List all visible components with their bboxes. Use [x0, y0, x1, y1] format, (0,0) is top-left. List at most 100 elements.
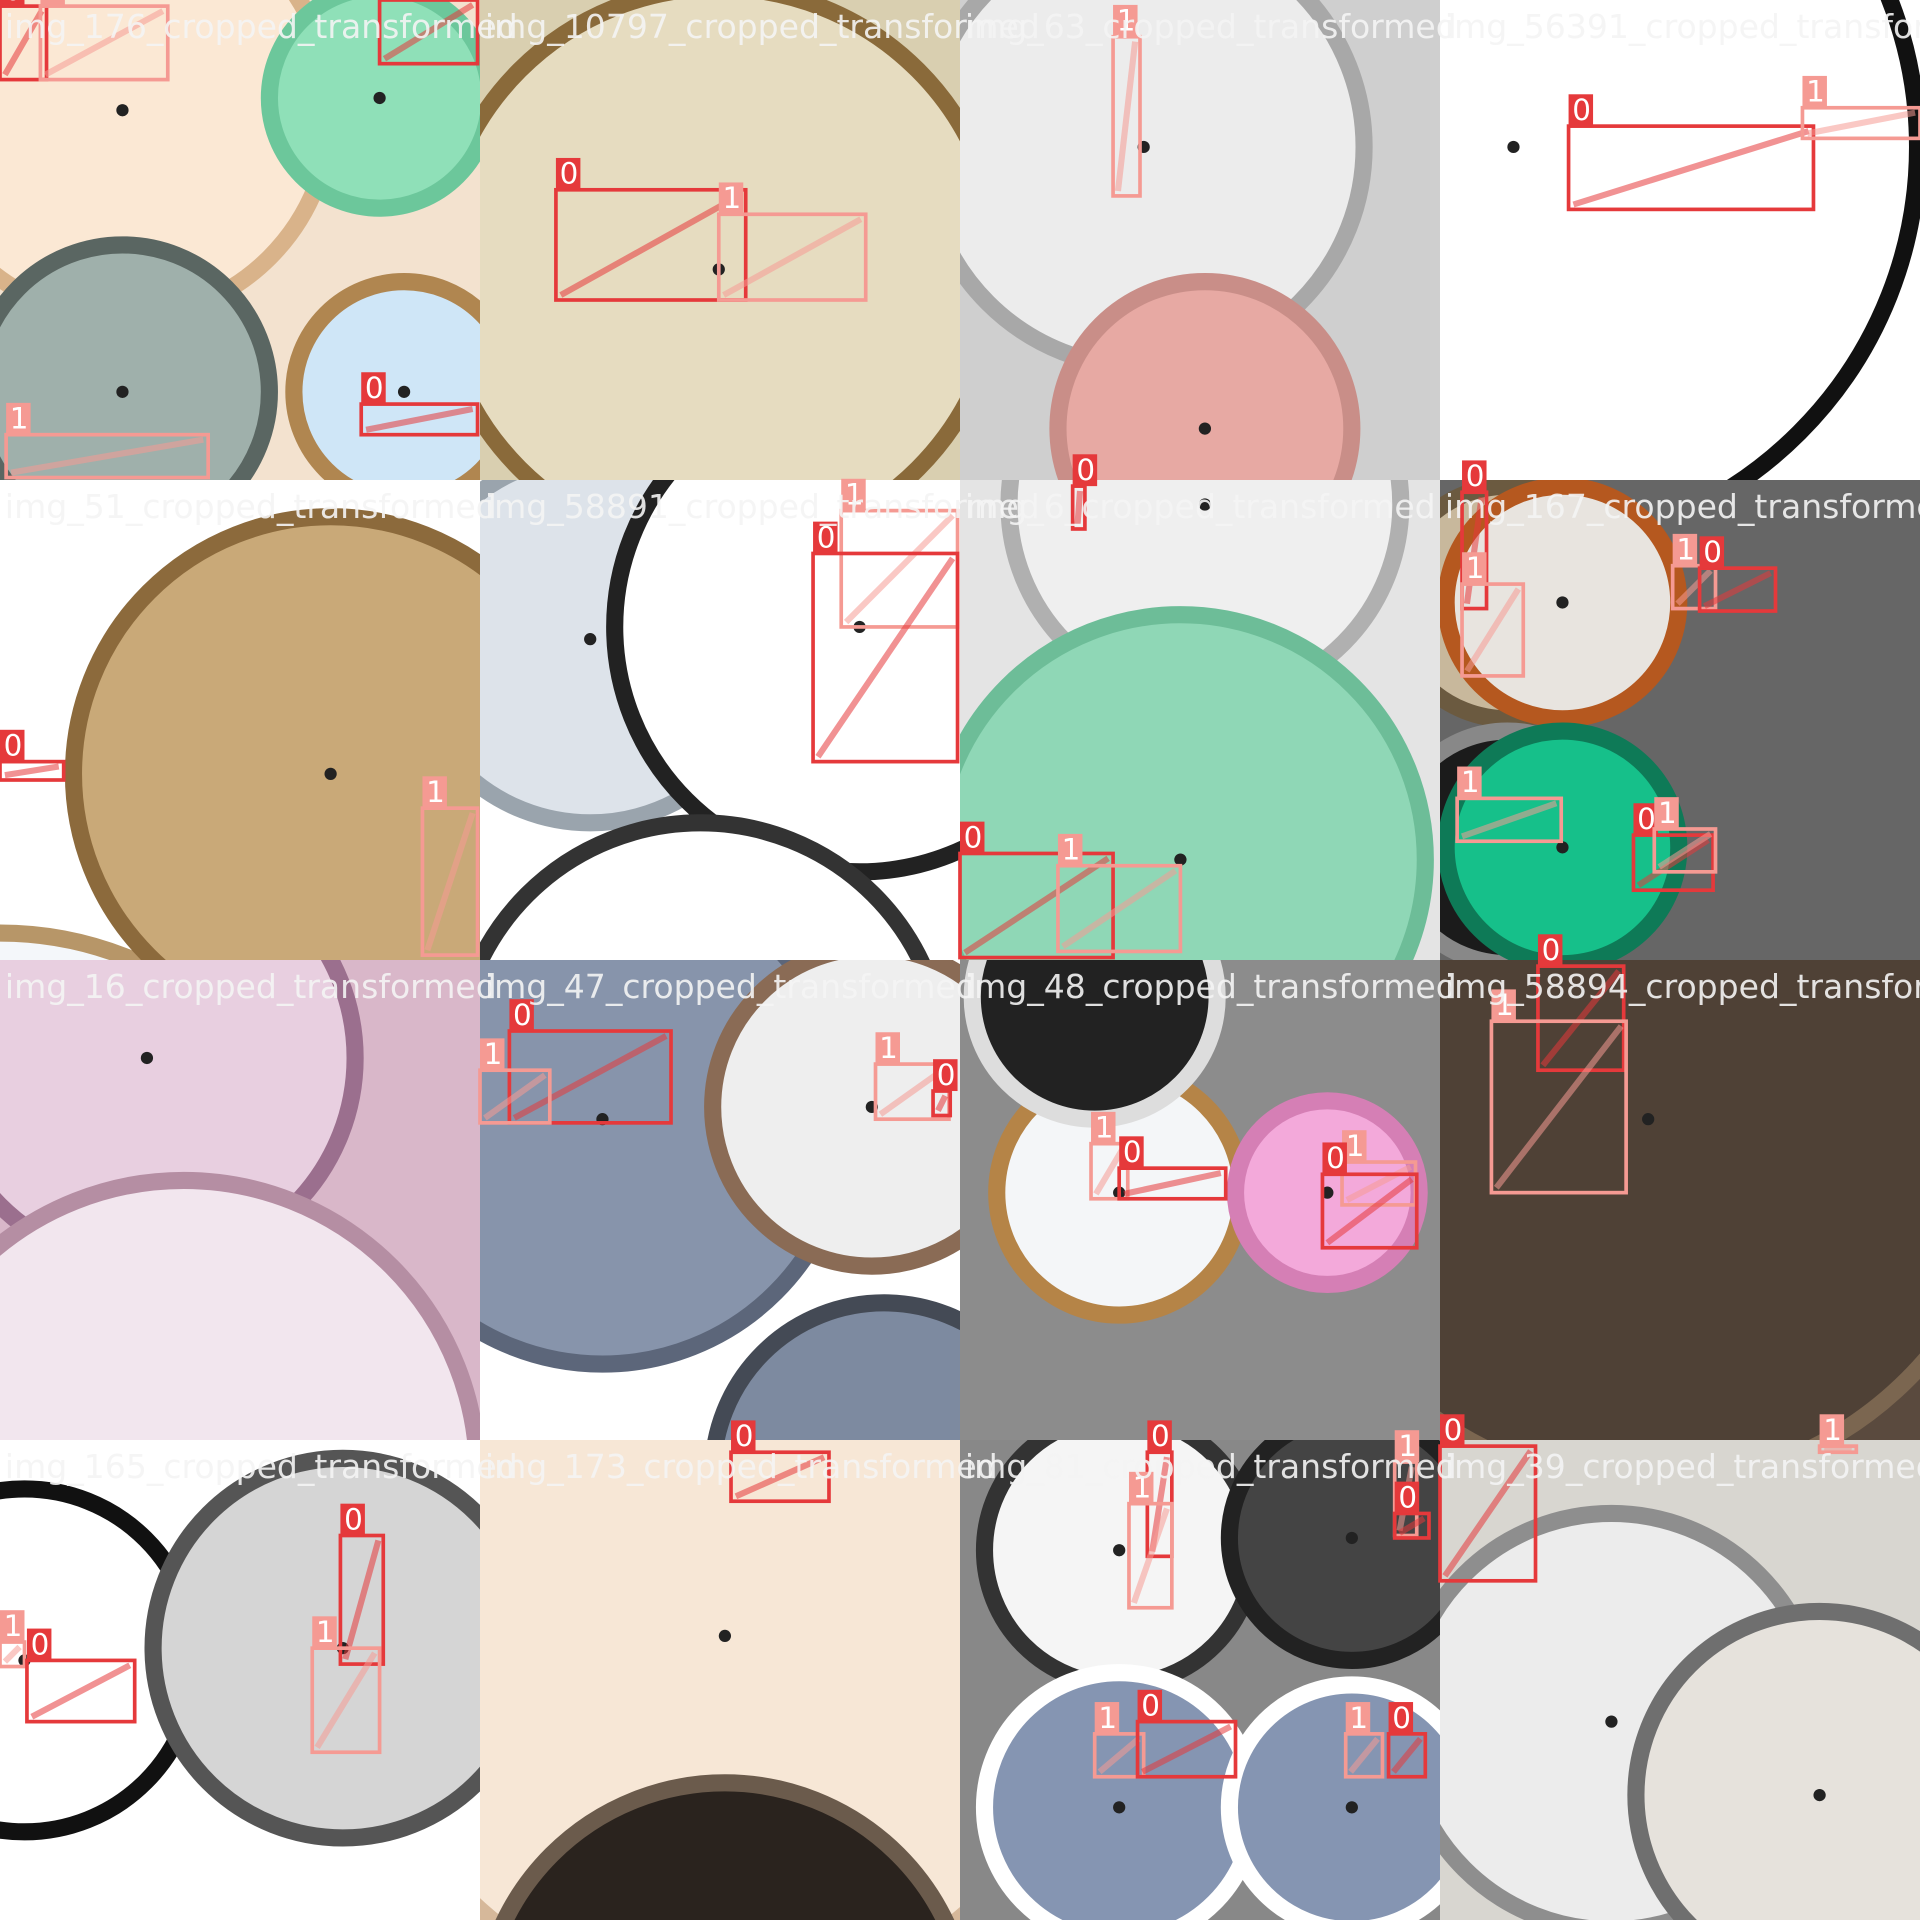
class-label: 0	[1392, 1701, 1411, 1735]
class-label: 0	[1151, 1419, 1170, 1453]
bounding-box	[1489, 1019, 1628, 1195]
class-tag	[1802, 75, 1827, 108]
tile	[0, 0, 480, 480]
clock-center	[1345, 1531, 1358, 1545]
class-tag	[480, 1038, 505, 1071]
bounding-box	[0, 759, 66, 782]
hand-highlight	[1114, 41, 1139, 192]
tile	[0, 1440, 480, 1920]
class-label: 0	[383, 0, 402, 1]
bounding-box	[1697, 566, 1778, 613]
class-tag	[1094, 1702, 1120, 1734]
class-label: 0	[1444, 1413, 1463, 1447]
hand-highlight	[4, 763, 60, 779]
class-label: 0	[1141, 1689, 1160, 1723]
bounding-box	[359, 402, 480, 437]
class-tag	[1537, 934, 1563, 967]
hand-highlight	[1703, 570, 1772, 609]
bounding-box	[716, 212, 868, 302]
tile-filename: img_16_cropped_transformed	[5, 967, 497, 1006]
class-label: 1	[316, 1615, 335, 1649]
hand-highlight	[722, 216, 863, 298]
class-tag	[1113, 4, 1138, 37]
bounding-box	[478, 1068, 552, 1125]
class-tag	[1119, 1136, 1144, 1169]
class-label: 0	[1542, 933, 1561, 967]
hand-highlight	[1636, 837, 1710, 888]
class-tag	[1699, 536, 1725, 569]
clock-face	[64, 508, 480, 960]
clock-face	[960, 606, 1434, 960]
bounding-box	[1455, 796, 1564, 844]
class-tag	[875, 1032, 900, 1065]
bounding-box	[554, 187, 748, 302]
hand-highlight	[2, 1644, 22, 1664]
bounding-box	[38, 4, 170, 82]
bounding-box	[25, 1658, 137, 1724]
class-label: 1	[1398, 1429, 1417, 1463]
clock-center	[1345, 1801, 1358, 1814]
tile-filename: img_39_cropped_transformed	[1445, 1447, 1920, 1486]
class-label: 1	[1346, 1129, 1365, 1163]
class-tag	[1394, 1481, 1420, 1514]
class-tag	[0, 1610, 25, 1643]
clock-center	[1556, 596, 1569, 609]
hand-highlight	[1442, 1449, 1534, 1578]
class-label: 1	[44, 0, 63, 7]
clock-face	[495, 1774, 955, 1920]
hand-highlight	[815, 556, 956, 759]
class-tag	[1322, 1142, 1347, 1175]
bounding-box	[729, 1450, 831, 1504]
class-tag	[555, 157, 581, 190]
class-tag	[1568, 94, 1594, 127]
class-label: 1	[1823, 1413, 1842, 1447]
hand-highlight	[1325, 1176, 1414, 1246]
hand-highlight	[1398, 1515, 1426, 1536]
class-tag	[1057, 833, 1083, 866]
class-tag	[841, 478, 866, 511]
class-label: 0	[1326, 1141, 1345, 1175]
tile-filename: img_58891_cropped_transformed	[485, 487, 1040, 526]
class-label: 0	[31, 1627, 50, 1661]
hand-highlight	[1348, 1736, 1380, 1774]
hand-highlight	[382, 2, 475, 62]
class-label: 1	[1133, 1471, 1152, 1505]
class-tag	[26, 1628, 52, 1661]
class-tag	[0, 729, 25, 762]
tile-filename: img_10797_cropped_transformed	[485, 7, 1040, 46]
class-tag	[509, 999, 534, 1032]
tile-filename: img_173_cropped_transformed	[485, 1447, 998, 1486]
clock-face	[1440, 960, 1920, 1440]
class-label: 0	[1572, 93, 1591, 127]
bounding-box	[310, 1646, 382, 1755]
class-label: 0	[1703, 535, 1722, 569]
class-tag	[960, 821, 985, 854]
hand-highlight	[1093, 1147, 1126, 1196]
class-label: 0	[344, 1502, 363, 1536]
clock-center	[1605, 1715, 1618, 1728]
hand-highlight	[365, 405, 474, 433]
clock-face	[285, 273, 480, 480]
bounding-box	[811, 551, 960, 764]
class-label: 0	[1398, 1480, 1417, 1514]
clock-face	[480, 1440, 960, 1920]
clock-face	[480, 814, 930, 960]
clock-center	[116, 385, 129, 398]
hand-highlight	[1806, 109, 1916, 137]
class-tag	[1147, 1420, 1172, 1453]
class-label: 0	[937, 1058, 956, 1092]
class-label: 1	[879, 1031, 898, 1065]
class-tag	[312, 1616, 337, 1649]
class-tag	[1394, 1430, 1420, 1463]
class-tag	[813, 521, 838, 554]
detection-boxes: 0101001101011000101101010110101001011000…	[0, 0, 1920, 1779]
bounding-box	[1438, 1444, 1538, 1583]
hand-highlight	[30, 1662, 132, 1720]
bounding-box	[1631, 833, 1715, 893]
class-label: 1	[1117, 4, 1136, 38]
clock-center	[718, 1629, 732, 1643]
class-label: 1	[1349, 1701, 1368, 1735]
class-label: 0	[4, 729, 23, 763]
hand-highlight	[1493, 1024, 1624, 1190]
